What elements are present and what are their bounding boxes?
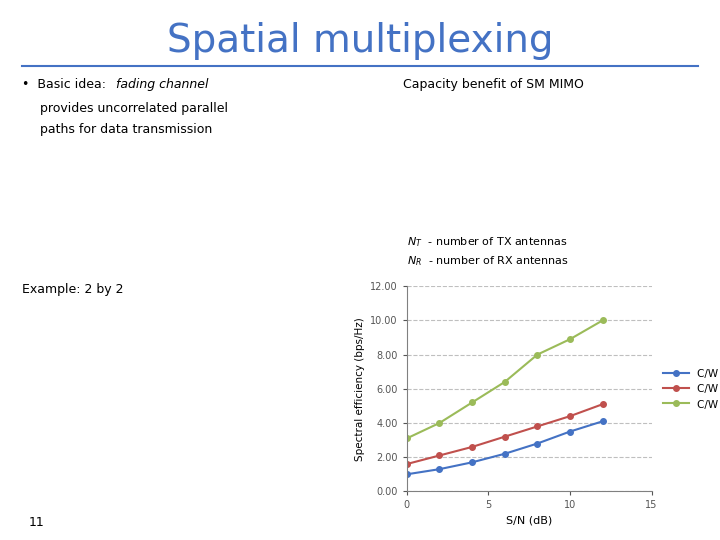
C/W (1,1) <box>566 428 575 435</box>
C/W (1,2) <box>566 413 575 420</box>
Y-axis label: Spectral efficiency (bps/Hz): Spectral efficiency (bps/Hz) <box>354 317 364 461</box>
C/W (1,1) <box>402 471 411 477</box>
C/W (1,2) <box>598 401 607 408</box>
C/W (2,2) <box>468 399 477 406</box>
Text: paths for data transmission: paths for data transmission <box>40 123 212 136</box>
Text: Capacity benefit of SM MIMO: Capacity benefit of SM MIMO <box>403 78 584 91</box>
C/W (2,2) <box>402 435 411 442</box>
Text: fading channel: fading channel <box>112 78 208 91</box>
C/W (1,2) <box>435 453 444 459</box>
C/W (1,2) <box>500 434 509 440</box>
C/W (1,1) <box>500 450 509 457</box>
C/W (1,2) <box>402 461 411 467</box>
C/W (2,2) <box>500 379 509 385</box>
Text: provides uncorrelated parallel: provides uncorrelated parallel <box>40 102 228 114</box>
X-axis label: S/N (dB): S/N (dB) <box>506 516 552 526</box>
C/W (1,2) <box>533 423 541 430</box>
Line: C/W (1,1): C/W (1,1) <box>404 418 606 477</box>
Text: Spatial multiplexing: Spatial multiplexing <box>167 22 553 59</box>
Text: •  Basic idea:: • Basic idea: <box>22 78 106 91</box>
Line: C/W (2,2): C/W (2,2) <box>404 318 606 441</box>
C/W (1,1) <box>598 418 607 424</box>
C/W (2,2) <box>533 352 541 358</box>
C/W (2,2) <box>598 317 607 323</box>
C/W (2,2) <box>566 336 575 342</box>
C/W (1,1) <box>468 459 477 465</box>
Text: $N_R$  - number of RX antennas: $N_R$ - number of RX antennas <box>407 254 569 268</box>
Text: Example: 2 by 2: Example: 2 by 2 <box>22 284 123 296</box>
Line: C/W (1,2): C/W (1,2) <box>404 401 606 467</box>
C/W (1,2) <box>468 444 477 450</box>
Text: $N_T$  - number of TX antennas: $N_T$ - number of TX antennas <box>407 235 567 249</box>
Text: 11: 11 <box>29 516 45 529</box>
C/W (1,1) <box>435 466 444 472</box>
C/W (2,2) <box>435 420 444 426</box>
C/W (1,1) <box>533 440 541 447</box>
Legend: C/W (1,1), C/W (1,2), C/W (2,2): C/W (1,1), C/W (1,2), C/W (2,2) <box>659 364 720 413</box>
